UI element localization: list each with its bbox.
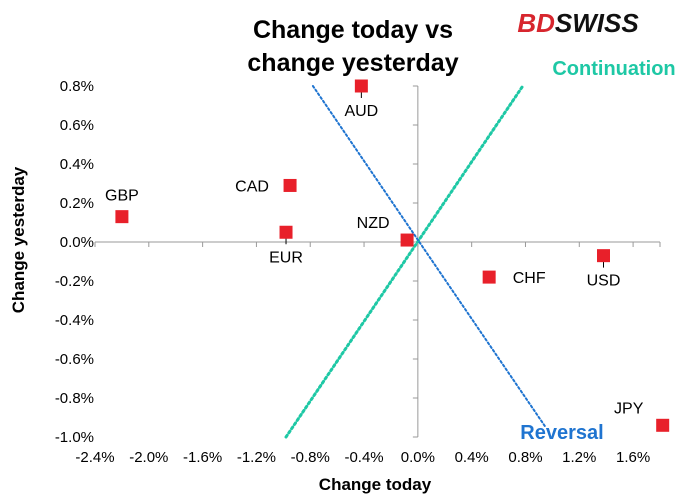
point-aud: AUD [344, 79, 378, 120]
x-axis-title: Change today [319, 475, 432, 494]
point-aud-label: AUD [344, 103, 378, 120]
x-tick-label: 0.4% [455, 449, 489, 466]
y-tick-labels: 0.8% 0.6% 0.4% 0.2% 0.0% -0.2% -0.4% -0.6% -0.8%… [55, 78, 94, 446]
point-jpy-label: JPY [614, 400, 644, 417]
point-gbp: GBP [105, 188, 139, 224]
logo-text-bd: BD [517, 8, 555, 38]
axes [94, 85, 661, 438]
point-eur-label: EUR [269, 249, 303, 266]
y-tick-label: 0.6% [60, 117, 94, 134]
x-tick-label: -2.4% [75, 449, 114, 466]
point-cad: CAD [235, 178, 297, 195]
point-chf-label: CHF [513, 270, 546, 287]
x-tick-label: -0.8% [291, 449, 330, 466]
y-tick-label: -1.0% [55, 429, 94, 446]
point-chf: CHF [482, 270, 546, 287]
point-gbp-marker [115, 210, 129, 224]
chart-title-line-1: Change today vs [253, 16, 453, 44]
y-tick-label: 0.8% [60, 78, 94, 95]
x-tick-label: 0.8% [508, 449, 542, 466]
point-cad-label: CAD [235, 178, 269, 195]
y-tick-label: -0.2% [55, 273, 94, 290]
x-tick-labels: -2.4% -2.0% -1.6% -1.2% -0.8% -0.4% 0.0% 0.4% 0.… [75, 449, 650, 466]
reference-line-continuation [284, 84, 525, 439]
chart-title-line-2: change yesterday [247, 49, 458, 77]
reversal-label: Reversal [520, 422, 603, 444]
reference-line-reversal [311, 85, 547, 429]
point-aud-marker [354, 79, 368, 93]
x-tick-label: 0.0% [401, 449, 435, 466]
x-tick-label: 1.6% [616, 449, 650, 466]
y-tick-label: 0.0% [60, 234, 94, 251]
logo-text: BDSWISS [517, 8, 639, 38]
y-axis-title: Change yesterday [9, 166, 28, 313]
y-tick-label: -0.6% [55, 351, 94, 368]
point-usd-marker [597, 249, 610, 263]
point-jpy: JPY [614, 400, 670, 432]
reference-lines [284, 84, 547, 439]
y-tick-label: 0.4% [60, 156, 94, 173]
point-cad-marker [283, 178, 297, 192]
x-tick-label: -2.0% [129, 449, 168, 466]
point-nzd: NZD [357, 215, 414, 247]
point-usd: USD [587, 249, 621, 290]
point-nzd-label: NZD [357, 215, 390, 232]
point-eur-marker [279, 225, 293, 239]
point-usd-label: USD [587, 273, 621, 290]
data-points: AUD GBP CAD EUR NZD CHF USD JPY [105, 79, 670, 432]
continuation-label: Continuation [552, 58, 675, 80]
point-nzd-marker [400, 233, 414, 247]
x-tick-label: -0.4% [344, 449, 383, 466]
logo-text-swiss: SWISS [555, 8, 639, 38]
point-chf-marker [482, 270, 496, 284]
y-tick-label: -0.4% [55, 312, 94, 329]
x-tick-label: 1.2% [562, 449, 596, 466]
x-tick-label: -1.6% [183, 449, 222, 466]
x-tick-label: -1.2% [237, 449, 276, 466]
point-eur: EUR [269, 225, 303, 266]
y-tick-label: -0.8% [55, 390, 94, 407]
point-jpy-marker [656, 418, 670, 432]
y-tick-label: 0.2% [60, 195, 94, 212]
point-gbp-label: GBP [105, 188, 139, 205]
bdswiss-logo: BDSWISS [517, 8, 639, 38]
